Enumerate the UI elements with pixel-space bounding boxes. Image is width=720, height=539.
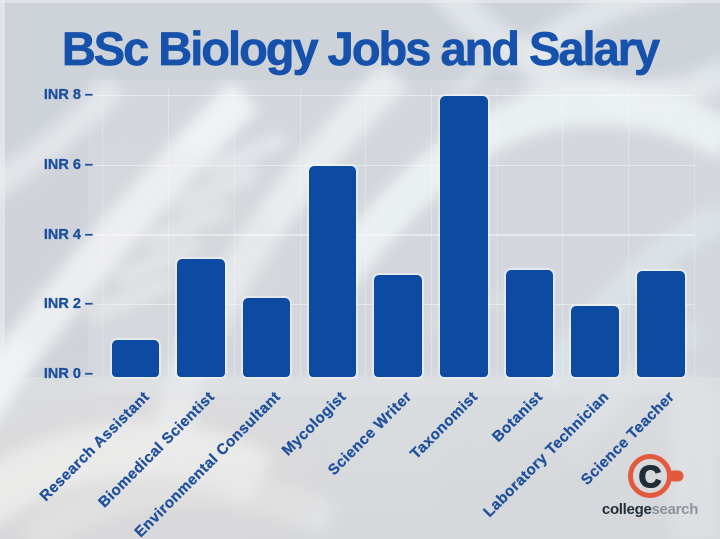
- svg-text:C: C: [639, 459, 661, 494]
- svg-text:collegesearch: collegesearch: [602, 501, 698, 518]
